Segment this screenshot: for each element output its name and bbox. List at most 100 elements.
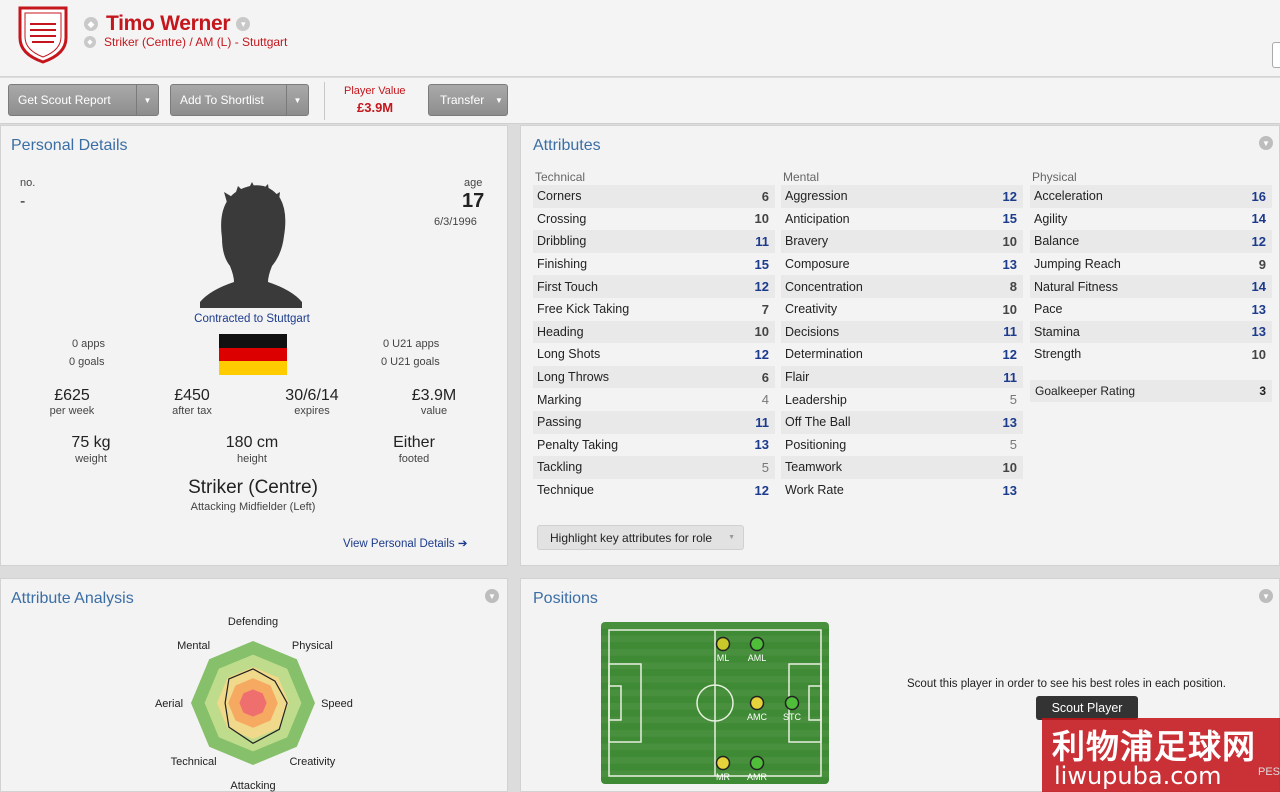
attribute-row[interactable]: Penalty Taking 13 <box>533 434 775 457</box>
chevron-down-icon[interactable]: ▼ <box>495 95 503 105</box>
attribute-value: 7 <box>761 301 769 317</box>
panel-options-icon[interactable]: ▼ <box>485 589 499 603</box>
attribute-value: 8 <box>1009 279 1017 295</box>
attribute-name: Aggression <box>785 189 848 204</box>
attribute-row[interactable]: Heading 10 <box>533 320 775 344</box>
attribute-row[interactable]: Jumping Reach 9 <box>1030 253 1272 276</box>
attribute-value: 4 <box>761 392 769 408</box>
panel-options-icon[interactable]: ▼ <box>1259 136 1273 150</box>
attribute-name: Tackling <box>537 460 583 475</box>
position-dot <box>749 636 765 652</box>
weight-value: 75 kg <box>71 434 111 451</box>
attribute-row[interactable]: Stamina 13 <box>1030 320 1272 344</box>
chevron-down-icon[interactable]: ▼ <box>136 85 158 115</box>
action-toolbar: Get Scout Report ▼ Add To Shortlist ▼ Pl… <box>0 78 1280 124</box>
attribute-name: Penalty Taking <box>537 437 619 452</box>
radar-axis-label: Aerial <box>155 698 183 710</box>
attribute-row[interactable]: Crossing 10 <box>533 208 775 231</box>
position-dot <box>784 695 800 711</box>
position-info-icon[interactable]: ◆ <box>84 36 96 48</box>
toolbar-divider <box>324 82 325 120</box>
attribute-row[interactable]: Corners 6 <box>533 185 775 208</box>
attribute-row[interactable]: Work Rate 13 <box>781 479 1023 502</box>
attribute-row[interactable]: Balance 12 <box>1030 230 1272 253</box>
attribute-name: Off The Ball <box>785 415 851 430</box>
attribute-row[interactable]: Finishing 15 <box>533 253 775 276</box>
attribute-row[interactable]: Flair 11 <box>781 365 1023 389</box>
attribute-row[interactable]: Decisions 11 <box>781 320 1023 344</box>
attribute-row[interactable]: Pace 13 <box>1030 298 1272 321</box>
position-label: AMC <box>747 712 768 722</box>
attribute-row[interactable]: Strength 10 <box>1030 343 1272 366</box>
attribute-name: Dribbling <box>537 234 587 249</box>
attribute-name: Flair <box>785 370 810 385</box>
attribute-row[interactable]: Anticipation 15 <box>781 208 1023 231</box>
contract-expiry-label: expires <box>294 405 330 417</box>
attribute-name: Work Rate <box>785 483 844 498</box>
pitch-goal-box-right <box>808 685 822 721</box>
attribute-row[interactable]: Composure 13 <box>781 253 1023 276</box>
attribute-row[interactable]: Tackling 5 <box>533 456 775 479</box>
attribute-row[interactable]: Technique 12 <box>533 479 775 502</box>
after-tax-value: £450 <box>174 387 210 404</box>
physical-attributes: Physical Acceleration 16 Agility 14 Balance 1… <box>1030 170 1272 366</box>
attribute-row[interactable]: Long Throws 6 <box>533 365 775 389</box>
attribute-row[interactable]: Concentration 8 <box>781 275 1023 298</box>
attribute-name: Strength <box>1034 347 1082 362</box>
physical-header: Physical <box>1032 170 1077 184</box>
attribute-row[interactable]: Marking 4 <box>533 388 775 411</box>
side-panel-tab[interactable] <box>1272 42 1280 68</box>
scout-report-label: Get Scout Report <box>18 93 111 107</box>
attribute-row[interactable]: Leadership 5 <box>781 388 1023 411</box>
position-dot <box>715 755 731 771</box>
preferred-foot-label: footed <box>398 453 430 465</box>
attribute-name: Determination <box>785 347 863 362</box>
attribute-row[interactable]: Determination 12 <box>781 343 1023 366</box>
age-label: age <box>464 177 483 189</box>
attribute-value: 13 <box>1251 324 1266 340</box>
player-silhouette-icon <box>200 182 302 308</box>
attribute-row[interactable]: Off The Ball 13 <box>781 410 1023 434</box>
attribute-row[interactable]: Passing 11 <box>533 410 775 434</box>
scout-player-button[interactable]: Scout Player <box>1036 696 1138 720</box>
panel-options-icon[interactable]: ▼ <box>1259 589 1273 603</box>
status-icon[interactable]: ◆ <box>84 17 98 31</box>
scout-report-button[interactable]: Get Scout Report ▼ <box>8 84 159 116</box>
attribute-value: 15 <box>754 256 769 272</box>
attribute-row[interactable]: Dribbling 11 <box>533 230 775 253</box>
attribute-row[interactable]: Free Kick Taking 7 <box>533 298 775 321</box>
goalkeeper-rating-label: Goalkeeper Rating <box>1035 384 1136 398</box>
highlight-attributes-dropdown[interactable]: Highlight key attributes for role ▼ <box>537 525 744 550</box>
attribute-row[interactable]: Teamwork 10 <box>781 456 1023 479</box>
attribute-row[interactable]: Aggression 12 <box>781 185 1023 208</box>
attribute-name: First Touch <box>537 279 598 294</box>
pitch-stripe <box>601 622 829 629</box>
attribute-row[interactable]: Creativity 10 <box>781 298 1023 321</box>
attribute-row[interactable]: First Touch 12 <box>533 275 775 298</box>
attribute-value: 15 <box>1002 211 1017 227</box>
name-menu-chevron-icon[interactable]: ▾ <box>236 17 251 31</box>
scout-message: Scout this player in order to see his be… <box>907 678 1226 690</box>
position-label: MR <box>716 772 730 782</box>
watermark-cn: 利物浦足球网 <box>1052 727 1256 766</box>
radar-axis-label: Mental <box>177 640 210 652</box>
pitch-centre-circle <box>696 684 734 722</box>
market-value: £3.9M <box>411 387 457 404</box>
view-personal-details-link[interactable]: View Personal Details ➔ <box>343 536 468 550</box>
attribute-row[interactable]: Long Shots 12 <box>533 343 775 366</box>
germany-flag-icon <box>219 334 287 375</box>
panel-title: Attributes <box>533 137 601 154</box>
chevron-down-icon[interactable]: ▼ <box>286 85 308 115</box>
attribute-row[interactable]: Bravery 10 <box>781 230 1023 253</box>
transfer-button[interactable]: Transfer ▼ <box>428 84 508 116</box>
attribute-row[interactable]: Acceleration 16 <box>1030 185 1272 208</box>
attribute-name: Technique <box>537 483 594 498</box>
add-shortlist-button[interactable]: Add To Shortlist ▼ <box>170 84 309 116</box>
attribute-row[interactable]: Positioning 5 <box>781 434 1023 457</box>
attribute-row[interactable]: Agility 14 <box>1030 208 1272 231</box>
player-value: £3.9M <box>357 100 394 115</box>
attribute-row[interactable]: Natural Fitness 14 <box>1030 275 1272 298</box>
club-crest-icon <box>18 6 68 64</box>
position-label: STC <box>783 712 802 722</box>
position-label: ML <box>717 653 730 663</box>
